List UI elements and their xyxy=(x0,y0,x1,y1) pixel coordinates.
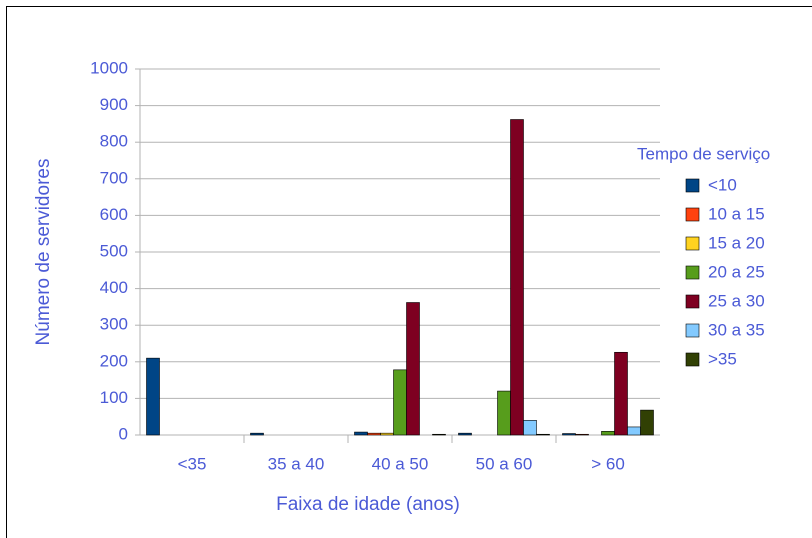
x-tick-label: > 60 xyxy=(591,454,625,473)
legend-swatch xyxy=(685,178,700,193)
y-tick-label: 1000 xyxy=(90,58,128,77)
bar xyxy=(497,390,511,436)
bar xyxy=(146,357,160,436)
chart-border xyxy=(6,6,812,538)
x-tick-label: 40 a 50 xyxy=(372,454,429,473)
legend-swatch xyxy=(685,236,700,251)
legend-label: 25 a 30 xyxy=(708,291,765,310)
legend-swatch xyxy=(685,265,700,280)
legend-label: 10 a 15 xyxy=(708,204,765,223)
bar xyxy=(250,432,264,436)
x-tick-label: <35 xyxy=(178,454,207,473)
y-tick-label: 0 xyxy=(119,424,128,443)
bar xyxy=(393,369,407,436)
legend-label: >35 xyxy=(708,349,737,368)
bar xyxy=(367,432,381,436)
bar xyxy=(614,351,628,436)
legend-title: Tempo de serviço xyxy=(637,144,770,163)
bar xyxy=(523,420,537,436)
legend-label: 15 a 20 xyxy=(708,233,765,252)
legend-label: <10 xyxy=(708,175,737,194)
legend-swatch xyxy=(685,323,700,338)
bar xyxy=(575,433,589,436)
bar xyxy=(354,431,368,436)
legend-swatch xyxy=(685,294,700,309)
x-tick-label: 50 a 60 xyxy=(476,454,533,473)
legend-label: 20 a 25 xyxy=(708,262,765,281)
x-axis-label: Faixa de idade (anos) xyxy=(276,494,460,515)
bar xyxy=(627,426,641,436)
y-tick-label: 500 xyxy=(100,241,128,260)
bar xyxy=(640,409,654,436)
legend-swatch xyxy=(685,207,700,222)
bar xyxy=(510,119,524,436)
y-tick-label: 200 xyxy=(100,351,128,370)
y-axis-label: Número de servidores xyxy=(33,159,54,346)
y-tick-label: 800 xyxy=(100,132,128,151)
x-tick-label: 35 a 40 xyxy=(268,454,325,473)
bar xyxy=(601,431,615,436)
y-tick-label: 400 xyxy=(100,278,128,297)
y-tick-label: 600 xyxy=(100,205,128,224)
bar xyxy=(432,433,446,436)
y-tick-label: 700 xyxy=(100,168,128,187)
legend-label: 30 a 35 xyxy=(708,320,765,339)
bar xyxy=(536,433,550,436)
y-tick-label: 900 xyxy=(100,95,128,114)
bar xyxy=(380,432,394,436)
bar xyxy=(562,433,576,436)
legend-swatch xyxy=(685,352,700,367)
bar xyxy=(458,432,472,436)
y-tick-label: 100 xyxy=(100,388,128,407)
y-tick-label: 300 xyxy=(100,315,128,334)
bar xyxy=(406,302,420,436)
